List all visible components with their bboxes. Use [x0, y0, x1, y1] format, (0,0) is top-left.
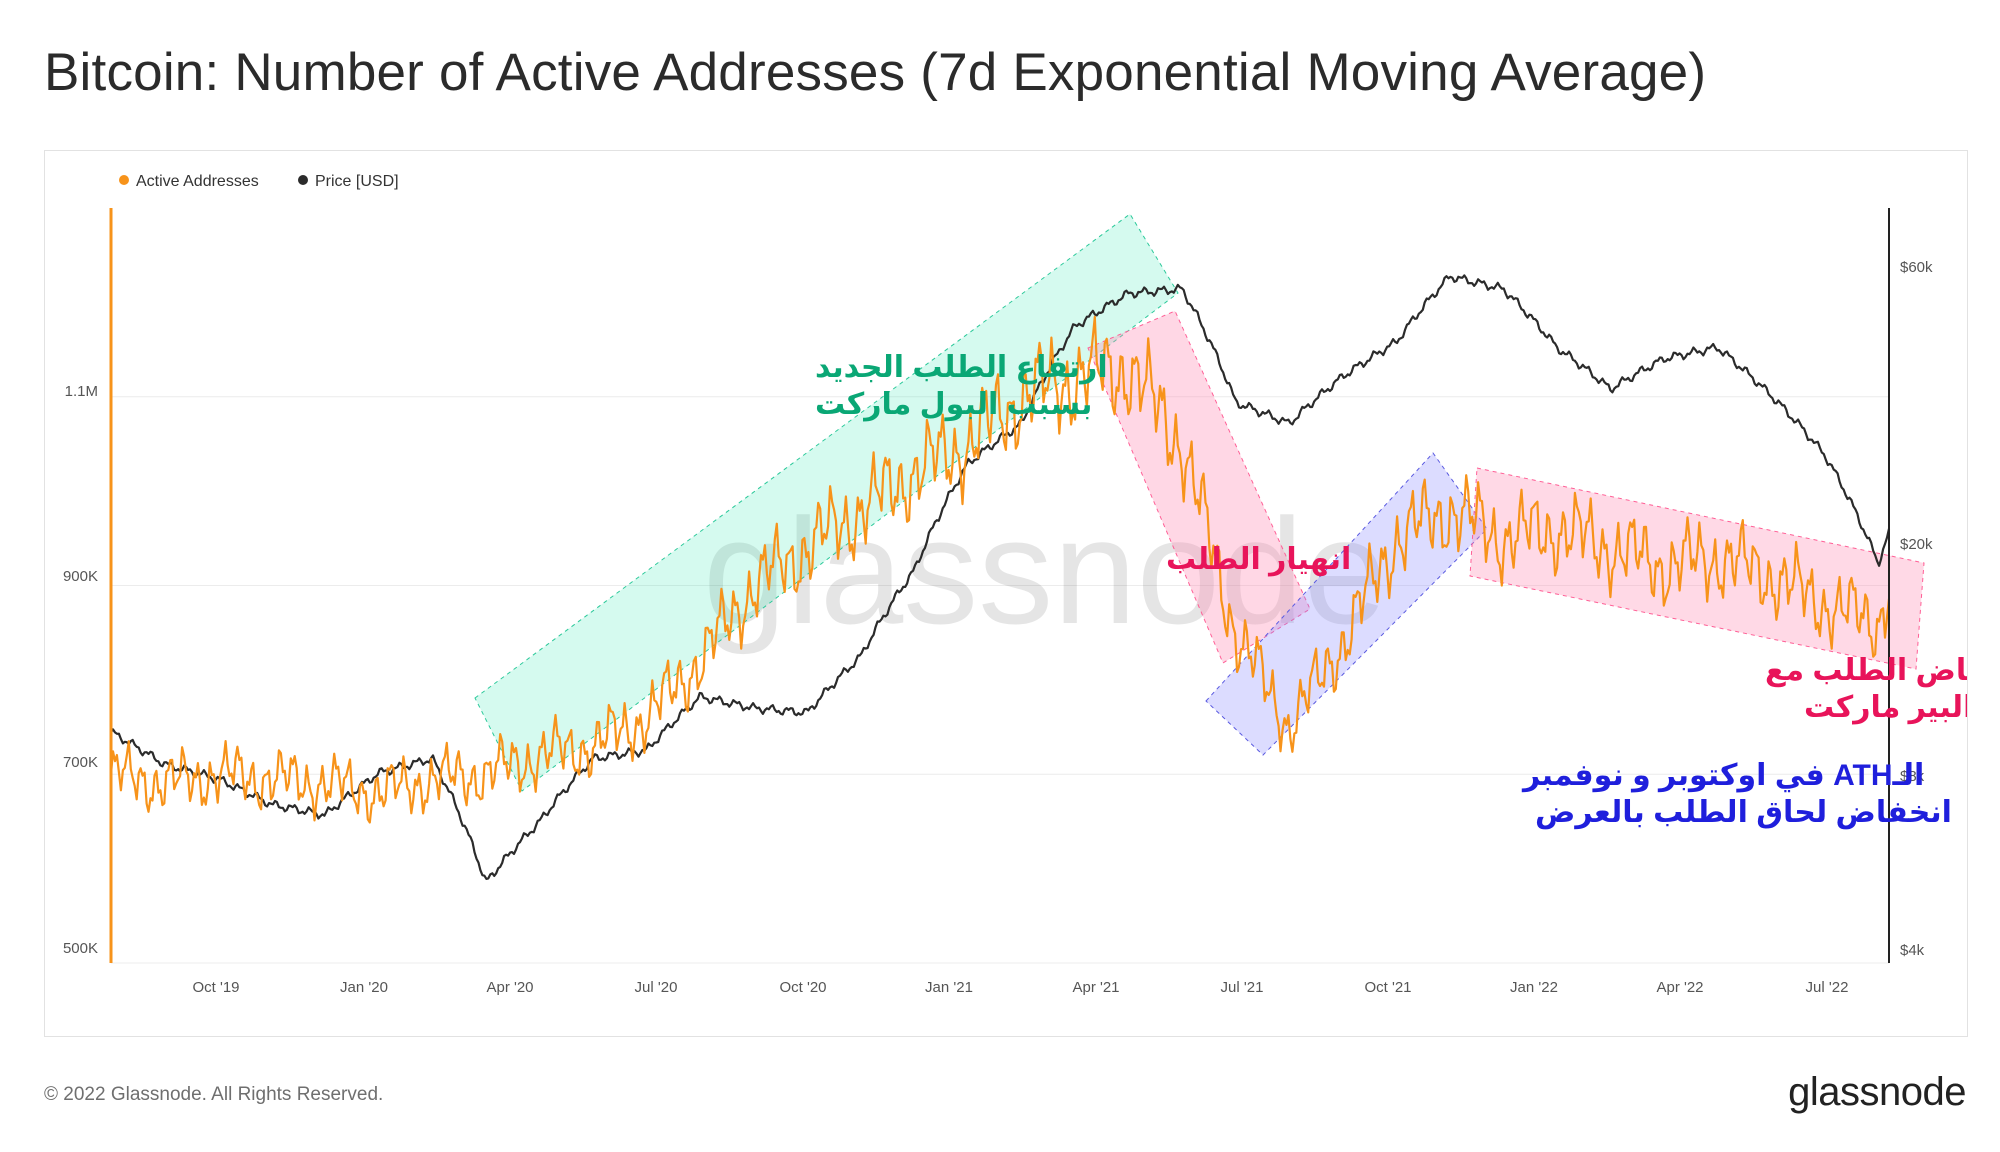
- x-tick: Oct '21: [1364, 979, 1411, 996]
- x-tick: Oct '19: [192, 979, 239, 996]
- legend-item-active-addresses[interactable]: Active Addresses: [119, 173, 259, 190]
- annotation-bear-line2: استمرار البير ماركت: [1804, 691, 1967, 724]
- x-tick: Apr '21: [1072, 979, 1119, 996]
- legend: Active Addresses Price [USD]: [119, 173, 399, 190]
- x-tick: Jan '21: [925, 979, 973, 996]
- active-addresses-line: [109, 315, 1891, 824]
- bull-channel: [474, 213, 1179, 792]
- footer-copyright: © 2022 Glassnode. All Rights Reserved.: [44, 1084, 384, 1105]
- x-tick: Jul '21: [1221, 979, 1264, 996]
- y-right-tick: $60k: [1900, 259, 1933, 276]
- annotation-bull-line1: ارتفاع الطلب الجديد: [815, 351, 1108, 384]
- x-tick: Jul '20: [635, 979, 678, 996]
- y-right-tick: $4k: [1900, 942, 1925, 959]
- chart-svg: Active Addresses Price [USD] glassnode 5…: [63, 173, 2000, 996]
- y-left-tick: 1.1M: [65, 383, 98, 400]
- crash-channel: [1087, 310, 1311, 664]
- page-title: Bitcoin: Number of Active Addresses (7d …: [44, 43, 1707, 102]
- x-tick: Apr '22: [1656, 979, 1703, 996]
- y-left-tick: 700K: [63, 754, 98, 771]
- annotation-ath-line2: انخفاض لحاق الطلب بالعرض: [1535, 796, 1952, 829]
- bear-channel: [1469, 467, 1925, 670]
- x-tick: Oct '20: [779, 979, 826, 996]
- y-left-tick: 900K: [63, 568, 98, 585]
- glassnode-logo[interactable]: glassnode: [1788, 1070, 1966, 1114]
- chart-panel: Active Addresses Price [USD] glassnode 5…: [44, 150, 2000, 1037]
- annotation-bear-line1: انخفاض الطلب مع: [1765, 654, 1967, 687]
- annotation-bull-line2: بسبب البول ماركت: [815, 388, 1092, 421]
- legend-swatch-price: [298, 175, 308, 185]
- legend-label-active-addresses: Active Addresses: [136, 173, 259, 190]
- ath-channel: [1205, 452, 1488, 756]
- price-line: [110, 274, 1891, 880]
- legend-item-price[interactable]: Price [USD]: [298, 173, 399, 190]
- annotation-ath-line1: الـATH في اوكتوبر و نوفمبر: [1521, 759, 1924, 793]
- legend-swatch-active-addresses: [119, 175, 129, 185]
- x-tick: Jul '22: [1806, 979, 1849, 996]
- x-tick: Jan '22: [1510, 979, 1558, 996]
- x-tick: Apr '20: [486, 979, 533, 996]
- y-right-tick: $20k: [1900, 536, 1933, 553]
- y-left-tick: 500K: [63, 940, 98, 957]
- y-right-tick: $8k: [1900, 768, 1925, 785]
- legend-label-price: Price [USD]: [315, 173, 399, 190]
- gridlines: [111, 396, 1889, 964]
- annotation-crash: انهيار الطلب: [1166, 543, 1351, 576]
- x-tick: Jan '20: [340, 979, 388, 996]
